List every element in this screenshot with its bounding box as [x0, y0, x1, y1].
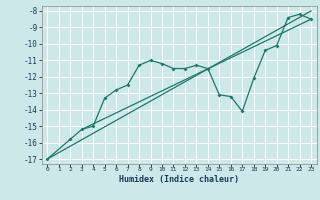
- X-axis label: Humidex (Indice chaleur): Humidex (Indice chaleur): [119, 175, 239, 184]
